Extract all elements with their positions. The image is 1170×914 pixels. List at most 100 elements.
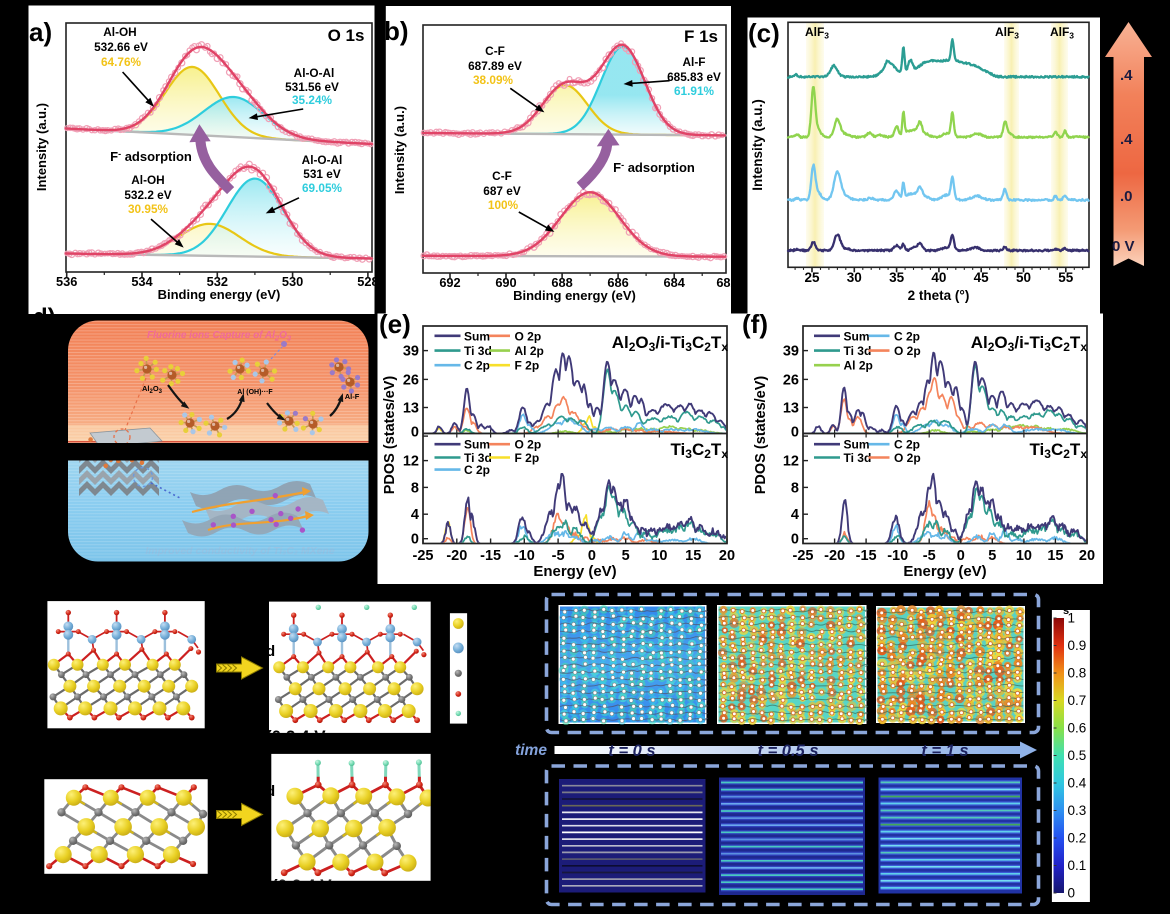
svg-text:.0: .0 bbox=[1120, 188, 1133, 205]
svg-text:0.1: 0.1 bbox=[1068, 858, 1087, 873]
svg-text:0.7: 0.7 bbox=[1068, 693, 1087, 708]
svg-text:Intensity (a.u.): Intensity (a.u.) bbox=[392, 106, 407, 194]
svg-text:530: 530 bbox=[282, 274, 303, 289]
svg-text:692: 692 bbox=[439, 275, 460, 290]
svg-text:0: 0 bbox=[957, 548, 965, 564]
svg-text:Al-O-Al: Al-O-Al bbox=[294, 66, 335, 80]
svg-text:0.9: 0.9 bbox=[1068, 638, 1087, 653]
svg-text:O 2p: O 2p bbox=[894, 344, 921, 358]
svg-text:O 2p: O 2p bbox=[515, 438, 542, 452]
svg-text:t = 0 s: t = 0 s bbox=[608, 742, 655, 760]
svg-text:531 eV: 531 eV bbox=[303, 167, 341, 181]
svg-text:532: 532 bbox=[207, 274, 228, 289]
svg-text:61.91%: 61.91% bbox=[674, 84, 715, 98]
svg-text:O 2p: O 2p bbox=[515, 329, 542, 343]
svg-text:PDOS (states/eV): PDOS (states/eV) bbox=[753, 376, 769, 495]
svg-text:26: 26 bbox=[403, 372, 419, 388]
svg-text:45: 45 bbox=[974, 270, 990, 285]
svg-text:8: 8 bbox=[411, 480, 419, 496]
svg-text:Sum: Sum bbox=[844, 438, 870, 452]
svg-text:0: 0 bbox=[411, 532, 419, 548]
svg-text:0.8: 0.8 bbox=[1068, 666, 1087, 681]
svg-text:50: 50 bbox=[1016, 270, 1031, 285]
svg-text:532.2 eV: 532.2 eV bbox=[124, 188, 171, 202]
svg-text:AlF3: AlF3 bbox=[805, 25, 829, 41]
svg-text:40: 40 bbox=[931, 270, 946, 285]
svg-text:a): a) bbox=[29, 17, 52, 47]
svg-text:-25: -25 bbox=[413, 548, 434, 564]
svg-text:(f): (f) bbox=[742, 309, 768, 339]
svg-text:0: 0 bbox=[791, 425, 799, 441]
svg-text:Al2O3: Al2O3 bbox=[142, 384, 163, 395]
svg-text:-10: -10 bbox=[887, 548, 908, 564]
svg-text:(0 2.4 V: (0 2.4 V bbox=[272, 876, 332, 895]
svg-text:12: 12 bbox=[783, 454, 799, 470]
svg-text:10: 10 bbox=[651, 548, 667, 564]
svg-text:4: 4 bbox=[791, 507, 799, 523]
svg-text:-10: -10 bbox=[514, 548, 535, 564]
svg-text:Intensity (a.u.): Intensity (a.u.) bbox=[750, 99, 765, 191]
svg-text:15: 15 bbox=[685, 548, 701, 564]
svg-text:Ti3C2Tx: Ti3C2Tx bbox=[1029, 440, 1087, 461]
svg-text:38.09%: 38.09% bbox=[473, 73, 514, 87]
svg-text:Al 2p: Al 2p bbox=[515, 344, 544, 358]
svg-text:35.24%: 35.24% bbox=[292, 93, 333, 107]
svg-text:Sum: Sum bbox=[464, 438, 490, 452]
svg-text:d: d bbox=[266, 643, 275, 660]
svg-text:Improved conductivity of Ti₃C₂: Improved conductivity of Ti₃C₂ MXene bbox=[145, 545, 334, 557]
svg-text:685.83 eV: 685.83 eV bbox=[667, 70, 721, 84]
svg-text:Al-F: Al-F bbox=[683, 55, 706, 69]
svg-text:-20: -20 bbox=[824, 548, 845, 564]
svg-text:F 2p: F 2p bbox=[515, 359, 540, 373]
svg-text:682: 682 bbox=[716, 275, 737, 290]
svg-text:Sum: Sum bbox=[844, 329, 870, 343]
svg-text:-15: -15 bbox=[856, 548, 877, 564]
svg-text:687.89 eV: 687.89 eV bbox=[468, 59, 522, 73]
svg-text:(0 2.4 V: (0 2.4 V bbox=[266, 727, 326, 746]
svg-text:64.76%: 64.76% bbox=[101, 55, 142, 69]
svg-text:Sum: Sum bbox=[464, 329, 490, 343]
svg-text:0: 0 bbox=[791, 532, 799, 548]
svg-text:0.5: 0.5 bbox=[1068, 748, 1087, 763]
svg-text:-20: -20 bbox=[446, 548, 467, 564]
svg-text:Al-F: Al-F bbox=[345, 392, 360, 401]
svg-text:C-F: C-F bbox=[485, 44, 505, 58]
svg-text:15: 15 bbox=[1047, 548, 1063, 564]
svg-text:C 2p: C 2p bbox=[464, 359, 490, 373]
svg-text:Ti 3d: Ti 3d bbox=[844, 451, 872, 465]
svg-text:AlF3: AlF3 bbox=[1050, 25, 1074, 41]
svg-text:d): d) bbox=[33, 304, 56, 331]
svg-text:687 eV: 687 eV bbox=[483, 184, 521, 198]
svg-text:Al (OH)···F: Al (OH)···F bbox=[237, 389, 273, 396]
svg-text:690: 690 bbox=[495, 275, 516, 290]
svg-text:688: 688 bbox=[551, 275, 572, 290]
svg-text:8: 8 bbox=[791, 480, 799, 496]
svg-text:5: 5 bbox=[622, 548, 630, 564]
svg-text:12: 12 bbox=[403, 454, 419, 470]
svg-text:30: 30 bbox=[847, 270, 862, 285]
svg-text:b): b) bbox=[384, 16, 409, 46]
svg-text:0: 0 bbox=[411, 425, 419, 441]
svg-text:-15: -15 bbox=[480, 548, 501, 564]
svg-text:13: 13 bbox=[783, 401, 799, 417]
svg-text:t = 0.5 s: t = 0.5 s bbox=[758, 742, 819, 760]
svg-text:531.56 eV: 531.56 eV bbox=[285, 80, 339, 94]
svg-text:Intensity (a.u.): Intensity (a.u.) bbox=[34, 103, 49, 191]
svg-text:30.95%: 30.95% bbox=[128, 202, 169, 216]
svg-text:Al2O3/i-Ti3C2Tx: Al2O3/i-Ti3C2Tx bbox=[971, 333, 1088, 354]
svg-text:F- adsorption: F- adsorption bbox=[613, 160, 695, 175]
svg-text:0 V: 0 V bbox=[1112, 238, 1135, 255]
svg-text:Ti 3d: Ti 3d bbox=[844, 344, 872, 358]
svg-text:Al-O-Al: Al-O-Al bbox=[302, 153, 343, 167]
svg-text:.4: .4 bbox=[1120, 131, 1133, 148]
svg-text:.4: .4 bbox=[1120, 67, 1133, 84]
svg-text:25: 25 bbox=[804, 270, 820, 285]
svg-text:55: 55 bbox=[1058, 270, 1074, 285]
svg-text:C 2p: C 2p bbox=[894, 438, 920, 452]
svg-text:686: 686 bbox=[607, 275, 628, 290]
svg-text:s: s bbox=[1063, 605, 1069, 617]
svg-text:d: d bbox=[266, 783, 275, 800]
svg-text:20: 20 bbox=[719, 548, 735, 564]
svg-text:Al-OH: Al-OH bbox=[131, 173, 164, 187]
svg-text:-5: -5 bbox=[923, 548, 936, 564]
